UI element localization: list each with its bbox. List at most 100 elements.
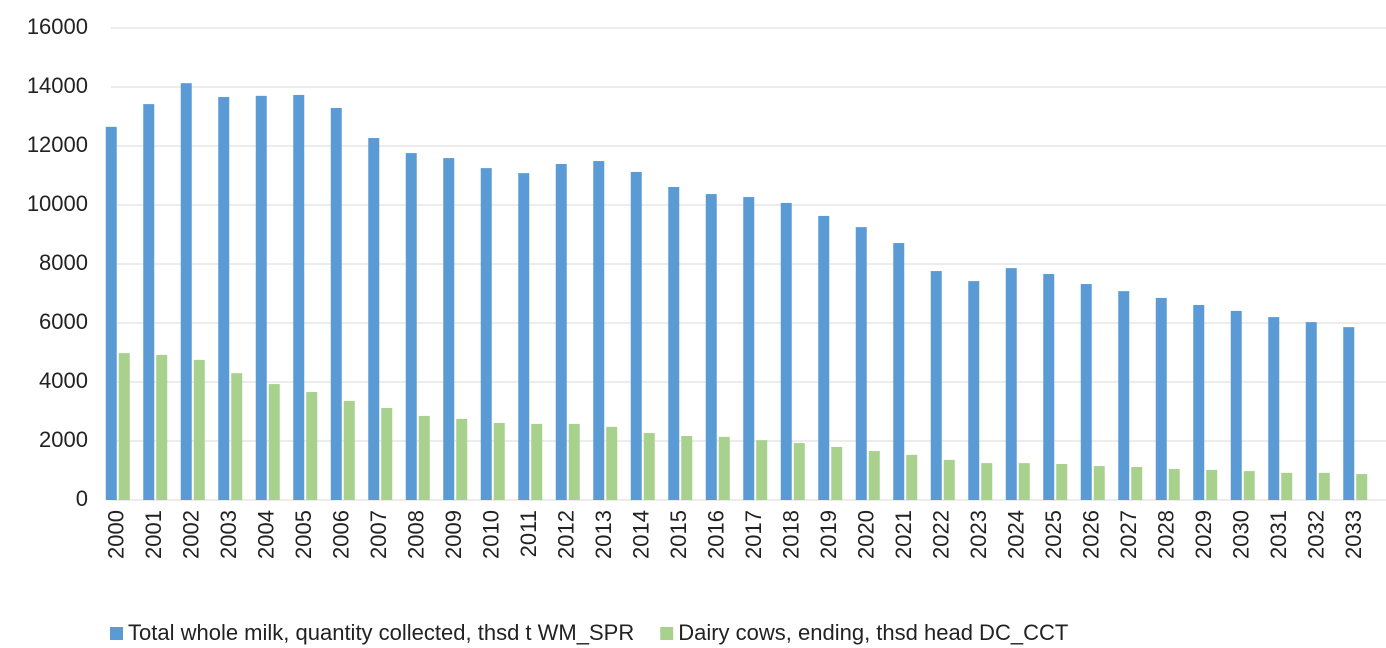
bar [831,446,843,500]
x-tick-label: 2033 [1341,510,1366,559]
x-tick-label: 2028 [1154,510,1179,559]
x-tick-label: 2025 [1041,510,1066,559]
bar [606,426,618,500]
bar [368,138,380,500]
x-tick-label: 2021 [891,510,916,559]
bar [1243,471,1255,500]
bar [1155,297,1167,500]
bar [293,94,305,500]
bar [1005,268,1017,500]
x-tick-label: 2031 [1266,510,1291,559]
bar [681,435,693,500]
legend-label: Dairy cows, ending, thsd head DC_CCT [678,620,1068,645]
bar [381,407,393,500]
bar [493,423,505,500]
y-tick-label: 6000 [39,309,88,334]
x-tick-label: 2015 [666,510,691,559]
x-tick-label: 2013 [591,510,616,559]
x-tick-label: 2017 [741,510,766,559]
bar [1056,464,1068,500]
bar [231,373,243,500]
bar [1230,310,1242,500]
bar [555,163,567,500]
bar [218,97,230,500]
bar [818,215,830,501]
y-tick-label: 12000 [27,132,88,157]
x-tick-label: 2001 [141,510,166,559]
bar [568,423,580,500]
bar [405,153,417,500]
bar [1305,322,1317,500]
bar [156,354,168,500]
bar [893,243,905,500]
bar [1281,472,1293,500]
bar [443,158,455,500]
bar [330,107,342,500]
bar [630,171,642,500]
x-tick-label: 2018 [779,510,804,559]
bar [593,161,605,501]
x-tick-label: 2010 [479,510,504,559]
bar [268,384,280,500]
bar [981,463,993,500]
legend-swatch [660,627,674,640]
y-tick-label: 16000 [27,14,88,39]
bar [718,436,730,500]
y-tick-label: 0 [76,486,88,511]
x-tick-label: 2022 [929,510,954,559]
x-tick-label: 2011 [516,510,541,557]
x-tick-label: 2023 [966,510,991,559]
x-tick-label: 2027 [1116,510,1141,559]
x-tick-label: 2000 [104,510,129,559]
bar [1268,317,1280,500]
x-tick-label: 2007 [366,510,391,559]
bar [1043,274,1055,500]
x-tick-label: 2012 [554,510,579,559]
bar [855,227,867,500]
bar [1080,284,1092,500]
bar [193,359,205,500]
y-tick-label: 8000 [39,250,88,275]
bar [756,440,768,500]
x-tick-label: 2029 [1191,510,1216,559]
bar [968,281,980,500]
x-tick-label: 2008 [404,510,429,559]
y-tick-label: 4000 [39,368,88,393]
bar [705,194,717,500]
bar [643,433,655,500]
x-tick-label: 2030 [1229,510,1254,559]
x-tick-label: 2009 [441,510,466,559]
x-tick-label: 2020 [854,510,879,559]
bar [143,104,155,501]
x-tick-label: 2016 [704,510,729,559]
bar [868,451,880,500]
x-tick-label: 2032 [1304,510,1329,559]
x-tick-label: 2006 [329,510,354,559]
bar [943,459,955,500]
x-tick-label: 2014 [629,510,654,559]
bar [930,271,942,500]
bar [793,443,805,500]
bar [1131,466,1143,500]
bar [180,83,192,500]
bar [105,126,117,500]
bar [531,423,543,500]
bar [456,418,468,500]
x-tick-label: 2019 [816,510,841,559]
bar [306,392,318,500]
bar [1168,469,1180,500]
bar [518,173,530,500]
bar [668,187,680,500]
bar [1093,466,1105,500]
bar [743,197,755,500]
bar [343,400,355,500]
y-tick-label: 14000 [27,73,88,98]
x-tick-label: 2005 [291,510,316,559]
bar [1318,472,1330,500]
legend-label: Total whole milk, quantity collected, th… [128,620,634,645]
y-tick-label: 2000 [39,427,88,452]
bar [1356,474,1368,500]
legend-swatch [110,627,123,640]
bar [1206,469,1218,500]
